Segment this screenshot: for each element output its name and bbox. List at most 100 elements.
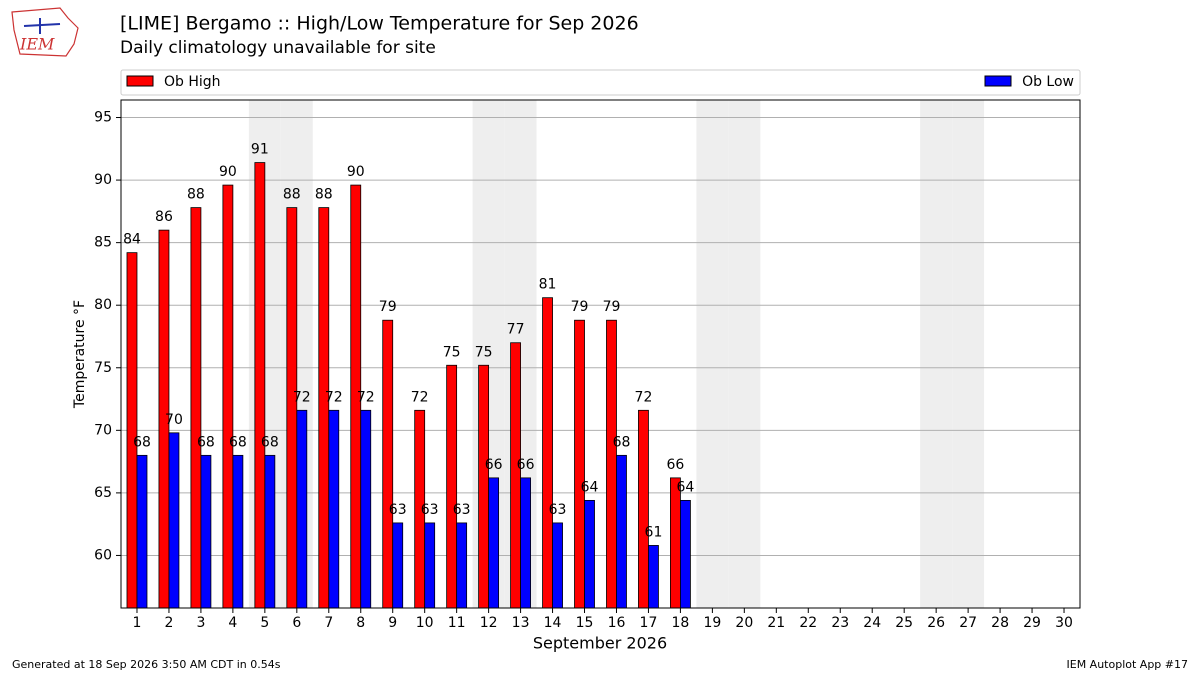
bar	[542, 297, 553, 609]
data-label: 63	[421, 502, 439, 518]
data-label: 63	[389, 502, 407, 518]
data-label: 90	[219, 164, 237, 180]
bar	[286, 207, 298, 609]
data-label: 64	[581, 479, 599, 495]
bar	[222, 184, 234, 609]
data-label: 68	[261, 434, 279, 450]
bar	[510, 342, 521, 609]
bar	[296, 409, 308, 609]
data-label: 72	[293, 389, 311, 405]
x-tick-label: 27	[959, 615, 977, 631]
x-tick-label: 15	[576, 615, 594, 631]
bar	[126, 252, 138, 609]
bar	[392, 522, 404, 609]
x-axis-label: September 2026	[533, 634, 667, 653]
legend-swatch	[984, 75, 1012, 87]
data-label: 70	[165, 412, 183, 428]
bar	[254, 162, 266, 609]
bar	[456, 522, 468, 609]
bar	[648, 545, 659, 609]
x-tick-label: 28	[991, 615, 1009, 631]
data-label: 72	[325, 389, 343, 405]
data-label: 66	[667, 457, 685, 473]
bar	[520, 477, 531, 609]
bar	[616, 454, 627, 609]
x-tick-label: 20	[735, 615, 753, 631]
x-tick-label: 16	[608, 615, 626, 631]
data-label: 72	[635, 389, 653, 405]
x-tick-label: 10	[416, 615, 434, 631]
data-label: 68	[197, 434, 215, 450]
data-label: 81	[539, 277, 557, 293]
bar	[328, 409, 340, 609]
x-tick-label: 8	[356, 615, 365, 631]
bar	[574, 319, 585, 609]
bar	[190, 207, 202, 609]
data-label: 75	[475, 344, 493, 360]
bar	[488, 477, 500, 609]
data-label: 88	[315, 187, 333, 203]
bar	[318, 207, 330, 609]
x-tick-label: 18	[672, 615, 690, 631]
y-tick-label: 75	[94, 360, 112, 376]
data-label: 63	[549, 502, 567, 518]
x-tick-label: 26	[927, 615, 945, 631]
legend-swatch	[126, 75, 154, 87]
data-label: 90	[347, 164, 365, 180]
x-tick-label: 30	[1055, 615, 1073, 631]
x-tick-label: 5	[260, 615, 269, 631]
bar	[360, 409, 372, 609]
x-tick-label: 13	[512, 615, 530, 631]
bar	[382, 319, 394, 609]
y-tick-label: 80	[94, 297, 112, 313]
data-label: 79	[379, 299, 397, 315]
x-tick-label: 23	[831, 615, 849, 631]
weekend-shade	[952, 100, 985, 608]
x-tick-label: 24	[863, 615, 881, 631]
x-tick-label: 4	[228, 615, 237, 631]
data-label: 61	[645, 524, 663, 540]
data-label: 72	[357, 389, 375, 405]
y-tick-label: 65	[94, 485, 112, 501]
y-tick-label: 90	[94, 172, 112, 188]
x-tick-label: 7	[324, 615, 333, 631]
x-tick-label: 21	[767, 615, 785, 631]
bar	[552, 522, 563, 609]
data-label: 79	[603, 299, 621, 315]
data-label: 88	[187, 187, 205, 203]
data-label: 63	[453, 502, 471, 518]
y-axis-label: Temperature °F	[72, 300, 88, 409]
data-label: 91	[251, 142, 269, 158]
chart-title: [LIME] Bergamo :: High/Low Temperature f…	[120, 13, 639, 35]
bar	[606, 319, 617, 609]
data-label: 66	[485, 457, 503, 473]
data-label: 72	[411, 389, 429, 405]
y-tick-label: 60	[94, 547, 112, 563]
bar	[446, 364, 458, 609]
footer-left: Generated at 18 Sep 2026 3:50 AM CDT in …	[12, 658, 281, 671]
weekend-shade	[920, 100, 953, 608]
legend-label: Ob High	[164, 74, 221, 90]
chart-subtitle: Daily climatology unavailable for site	[120, 38, 436, 58]
y-tick-label: 85	[94, 235, 112, 251]
x-tick-label: 1	[133, 615, 142, 631]
y-tick-label: 70	[94, 422, 112, 438]
bar	[200, 454, 212, 609]
weekend-shade	[696, 100, 729, 608]
bar	[264, 454, 276, 609]
data-label: 64	[677, 479, 695, 495]
logo-text: IEM	[19, 35, 55, 54]
data-label: 66	[517, 457, 535, 473]
data-label: 88	[283, 187, 301, 203]
x-tick-label: 9	[388, 615, 397, 631]
x-tick-label: 14	[544, 615, 562, 631]
bar	[136, 454, 148, 609]
bar	[478, 364, 490, 609]
x-tick-label: 6	[292, 615, 301, 631]
x-tick-label: 2	[164, 615, 173, 631]
bar	[670, 477, 681, 609]
bar	[232, 454, 244, 609]
bar	[424, 522, 436, 609]
data-label: 68	[229, 434, 247, 450]
data-label: 84	[123, 232, 141, 248]
